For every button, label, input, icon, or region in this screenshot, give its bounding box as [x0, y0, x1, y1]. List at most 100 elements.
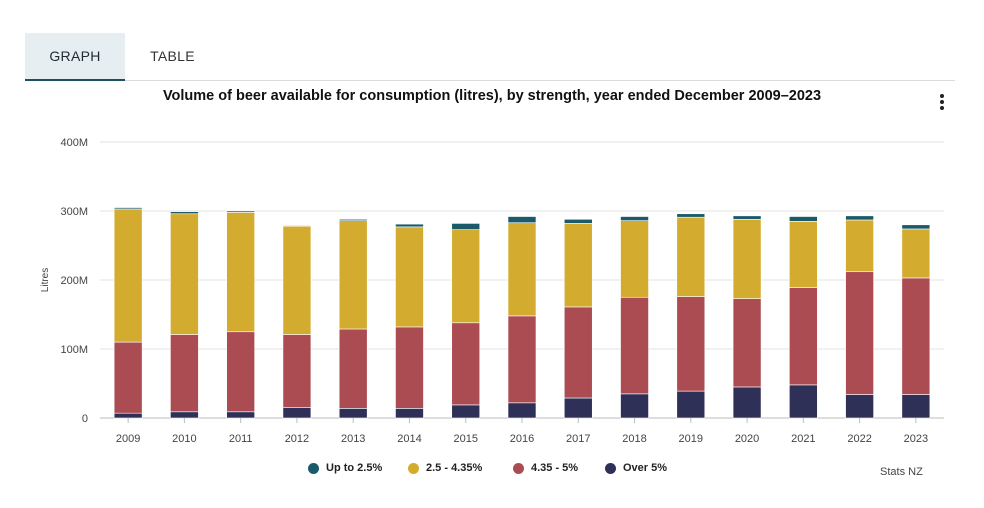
bar-segment[interactable]	[113, 207, 143, 210]
bar-segment[interactable]	[789, 384, 818, 419]
bar-segment[interactable]	[170, 213, 199, 335]
x-tick-label: 2022	[847, 433, 871, 445]
bar-segment[interactable]	[338, 328, 368, 409]
bar-segment[interactable]	[845, 394, 874, 419]
chart-bars	[113, 207, 931, 419]
bar-segment[interactable]	[732, 298, 762, 388]
bar-segment[interactable]	[845, 215, 874, 221]
legend-label: 2.5 - 4.35%	[426, 462, 483, 474]
x-tick-label: 2013	[341, 433, 365, 445]
chart-legend: Up to 2.5% 2.5 - 4.35% 4.35 - 5% Over 5%	[0, 462, 984, 478]
bar-segment[interactable]	[901, 228, 931, 279]
bar-segment[interactable]	[563, 223, 593, 308]
bar-segment[interactable]	[507, 222, 537, 317]
bar-segment[interactable]	[282, 225, 312, 335]
bar-segment[interactable]	[563, 218, 593, 224]
view-tabs: GRAPH TABLE	[25, 33, 955, 81]
bar-segment[interactable]	[170, 211, 199, 215]
legend-label: Over 5%	[623, 462, 668, 474]
y-tick-label: 0	[82, 413, 88, 425]
bar-segment[interactable]	[395, 408, 424, 419]
chart-title: Volume of beer available for consumption…	[162, 88, 822, 104]
bar-segment[interactable]	[338, 220, 368, 330]
bar-segment[interactable]	[395, 223, 424, 228]
bar-segment[interactable]	[732, 218, 762, 299]
bar-segment[interactable]	[732, 386, 762, 419]
bar-segment[interactable]	[113, 341, 143, 414]
bar-segment[interactable]	[901, 394, 931, 419]
bar-segment[interactable]	[282, 334, 312, 408]
bar-segment[interactable]	[507, 315, 537, 404]
bar-segment[interactable]	[789, 287, 818, 386]
bar-segment[interactable]	[113, 412, 143, 419]
bar-segment[interactable]	[451, 404, 481, 419]
bar-segment[interactable]	[451, 229, 481, 324]
legend-item[interactable]: 2.5 - 4.35%	[408, 462, 482, 474]
bar-segment[interactable]	[676, 216, 706, 297]
bar-segment[interactable]	[451, 322, 481, 406]
more-vertical-icon[interactable]	[932, 94, 952, 114]
legend-item[interactable]: 4.35 - 5%	[513, 462, 578, 474]
y-tick-label: 200M	[60, 275, 88, 287]
x-tick-label: 2021	[791, 433, 815, 445]
source-label: Stats NZ	[880, 466, 923, 478]
bar-segment[interactable]	[901, 224, 931, 230]
bar-segment[interactable]	[563, 306, 593, 399]
bar-segment[interactable]	[507, 216, 537, 224]
legend-swatch	[308, 462, 319, 474]
legend-swatch	[605, 462, 616, 474]
bar-segment[interactable]	[113, 208, 143, 343]
x-tick-label: 2010	[172, 433, 196, 445]
x-tick-label: 2018	[622, 433, 646, 445]
x-tick-label: 2011	[229, 433, 253, 445]
bar-segment[interactable]	[395, 326, 424, 409]
bar-segment[interactable]	[676, 390, 706, 419]
x-tick-label: 2016	[510, 433, 534, 445]
y-tick-label: 300M	[60, 206, 88, 218]
bar-segment[interactable]	[507, 402, 537, 419]
y-tick-label: 400M	[60, 137, 88, 149]
bar-segment[interactable]	[226, 210, 255, 213]
bar-segment[interactable]	[282, 407, 312, 419]
bar-segment[interactable]	[226, 331, 255, 413]
legend-item[interactable]: Over 5%	[605, 462, 667, 474]
bar-segment[interactable]	[845, 219, 874, 273]
bar-segment[interactable]	[620, 393, 649, 419]
bar-segment[interactable]	[226, 212, 255, 333]
tab-table[interactable]: TABLE	[150, 48, 195, 64]
y-axis-ticks: 0 100M 200M 300M 400M	[60, 137, 88, 425]
legend-label: 4.35 - 5%	[531, 462, 579, 474]
bar-segment[interactable]	[563, 397, 593, 419]
bar-segment[interactable]	[282, 225, 312, 227]
bar-segment[interactable]	[620, 220, 649, 298]
x-tick-label: 2019	[679, 433, 703, 445]
x-tick-label: 2020	[735, 433, 759, 445]
bar-segment[interactable]	[226, 411, 255, 419]
bar-segment[interactable]	[901, 277, 931, 395]
legend-swatch	[408, 462, 419, 474]
bar-segment[interactable]	[451, 223, 481, 230]
legend-item[interactable]: Up to 2.5%	[308, 462, 382, 474]
bar-segment[interactable]	[338, 408, 368, 419]
bar-segment[interactable]	[676, 296, 706, 392]
bar-segment[interactable]	[170, 334, 199, 413]
bar-segment[interactable]	[789, 221, 818, 288]
legend-label: Up to 2.5%	[326, 462, 383, 474]
bar-segment[interactable]	[732, 215, 762, 220]
bar-segment[interactable]	[789, 216, 818, 222]
y-axis-label: Litres	[40, 268, 51, 292]
bar-segment[interactable]	[845, 271, 874, 395]
x-tick-label: 2012	[285, 433, 309, 445]
bar-segment[interactable]	[170, 411, 199, 419]
x-tick-label: 2009	[116, 433, 140, 445]
bar-segment[interactable]	[620, 296, 649, 395]
bar-segment[interactable]	[676, 213, 706, 218]
bar-segment[interactable]	[338, 218, 368, 221]
bar-segment[interactable]	[395, 226, 424, 328]
bar-segment[interactable]	[620, 216, 649, 221]
tab-graph[interactable]: GRAPH	[25, 33, 125, 81]
y-tick-label: 100M	[60, 344, 88, 356]
x-tick-label: 2017	[566, 433, 590, 445]
x-axis-ticks: 2009 2010 2011 2012 2013 2014 2015 2016 2017 2018…	[116, 418, 928, 445]
legend-swatch	[513, 462, 524, 474]
